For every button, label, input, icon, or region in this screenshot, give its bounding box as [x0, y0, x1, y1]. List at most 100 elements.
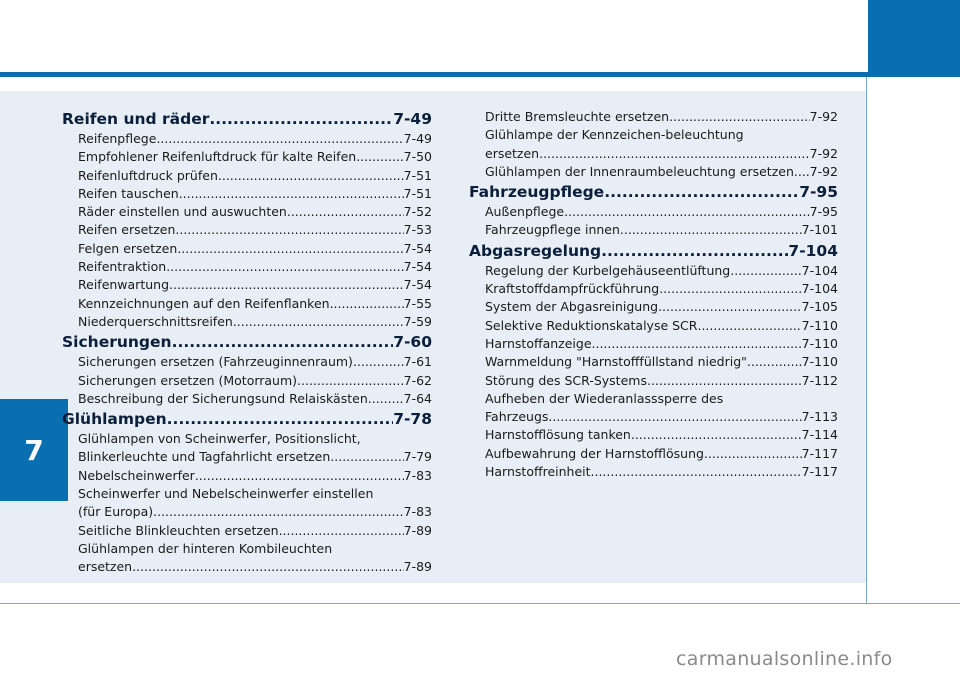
leader-dots — [172, 331, 394, 353]
leader-dots — [330, 295, 404, 313]
toc-entry[interactable]: Selektive Reduktionskatalyse SCR 7-110 — [469, 317, 838, 335]
toc-entry[interactable]: Harnstoffreinheit 7-117 — [469, 463, 838, 481]
leader-dots — [287, 203, 404, 221]
entry-title: Reifen ersetzen — [78, 222, 176, 238]
entry-title: Sicherungen ersetzen (Motorraum) — [78, 372, 298, 388]
page-number: 7-64 — [403, 390, 432, 406]
leader-dots — [794, 163, 810, 181]
toc-section[interactable]: Abgasregelung 7-104 — [469, 240, 838, 262]
page-number: 7-54 — [403, 240, 432, 256]
header-bar — [0, 72, 960, 77]
toc-entry[interactable]: Felgen ersetzen 7-54 — [62, 240, 432, 258]
toc-section[interactable]: Fahrzeugpflege 7-95 — [469, 181, 838, 203]
entry-title: Störung des SCR-Systems — [485, 372, 647, 388]
page-number: 7-104 — [788, 241, 838, 260]
page-number: 7-117 — [801, 445, 838, 461]
toc-entry[interactable]: Reifenwartung 7-54 — [62, 276, 432, 294]
entry-title: Harnstoffanzeige — [485, 335, 592, 351]
page-number: 7-89 — [403, 559, 432, 575]
leader-dots — [564, 203, 810, 221]
page-number: 7-51 — [403, 167, 432, 183]
page-number: 7-101 — [801, 222, 838, 238]
leader-dots — [297, 372, 404, 390]
page-number: 7-110 — [801, 335, 838, 351]
toc-entry[interactable]: Sicherungen ersetzen (Motorraum) 7-62 — [62, 372, 432, 390]
toc-entry[interactable]: Reifen tauschen 7-51 — [62, 185, 432, 203]
toc-entry[interactable]: Harnstofflösung tanken 7-114 — [469, 426, 838, 444]
toc-entry[interactable]: Dritte Bremsleuchte ersetzen 7-92 — [469, 108, 838, 126]
toc-entry[interactable]: System der Abgasreinigung 7-105 — [469, 298, 838, 316]
entry-title: Dritte Bremsleuchte ersetzen — [485, 109, 670, 124]
toc-entry[interactable]: Niederquerschnittsreifen 7-59 — [62, 313, 432, 331]
toc-entry[interactable]: Kennzeichnungen auf den Reifenflanken 7-5… — [62, 295, 432, 313]
page-number: 7-110 — [801, 317, 838, 333]
toc-entry[interactable]: Reifenpflege 7-49 — [62, 130, 432, 148]
page-number: 7-92 — [809, 145, 838, 161]
toc-entry[interactable]: Störung des SCR-Systems 7-112 — [469, 372, 838, 390]
toc-entry[interactable]: Außenpflege 7-95 — [469, 203, 838, 221]
entry-title: Regelung der Kurbelgehäuseentlüftung — [485, 262, 731, 278]
leader-dots — [353, 353, 404, 371]
entry-title: Empfohlener Reifenluftdruck für kalte Re… — [78, 149, 357, 165]
toc-entry[interactable]: ersetzen 7-89 — [62, 558, 432, 576]
toc-entry[interactable]: Sicherungen ersetzen (Fahrzeuginnenraum)… — [62, 353, 432, 371]
entry-title: Nebelscheinwerfer — [78, 467, 195, 483]
toc-entry[interactable]: Reifen ersetzen 7-53 — [62, 221, 432, 239]
entry-title: Harnstofflösung tanken — [485, 427, 631, 443]
entry-title: (für Europa) — [78, 504, 154, 520]
leader-dots — [195, 467, 404, 485]
toc-entry[interactable]: Harnstoffanzeige 7-110 — [469, 335, 838, 353]
toc-entry[interactable]: Regelung der Kurbelgehäuseentlüftung 7-10… — [469, 262, 838, 280]
entry-title: Beschreibung der Sicherungsund Relaiskäs… — [78, 390, 368, 406]
page-number: 7-117 — [801, 464, 838, 480]
toc-entry-line: Aufheben der Wiederanlasssperre des — [485, 390, 724, 406]
toc-entry[interactable]: Blinkerleuchte und Tagfahrlicht ersetzen… — [62, 448, 432, 466]
entry-title: Niederquerschnittsreifen — [78, 313, 233, 329]
toc-entry[interactable]: (für Europa) 7-83 — [62, 503, 432, 521]
page-number: 7-51 — [403, 185, 432, 201]
footer-line — [0, 603, 960, 604]
page-number: 7-83 — [403, 504, 432, 520]
toc-section[interactable]: Sicherungen 7-60 — [62, 331, 432, 353]
leader-dots — [591, 463, 802, 481]
section-title: Glühlampen — [62, 410, 167, 429]
toc-section[interactable]: Reifen und räder 7-49 — [62, 108, 432, 130]
entry-title: Reifenluftdruck prüfen — [78, 167, 218, 183]
leader-dots — [233, 313, 404, 331]
toc-entry[interactable]: Beschreibung der Sicherungsund Relaiskäs… — [62, 390, 432, 408]
leader-dots — [548, 408, 801, 426]
page-number: 7-52 — [403, 204, 432, 220]
toc-entry[interactable]: Nebelscheinwerfer 7-83 — [62, 467, 432, 485]
toc-entry-line: Glühlampen der hinteren Kombileuchten — [78, 540, 333, 556]
toc-entry[interactable]: Warnmeldung "Harnstofffüllstand niedrig"… — [469, 353, 838, 371]
entry-title: Reifen tauschen — [78, 185, 179, 201]
toc-entry[interactable]: Kraftstoffdampfrückführung 7-104 — [469, 280, 838, 298]
toc-entry[interactable]: Seitliche Blinkleuchten ersetzen 7-89 — [62, 522, 432, 540]
entry-title: Felgen ersetzen — [78, 240, 178, 256]
page-number: 7-104 — [801, 262, 838, 278]
toc-entry[interactable]: Fahrzeugpflege innen 7-101 — [469, 221, 838, 239]
toc-entry[interactable]: Reifenluftdruck prüfen 7-51 — [62, 167, 432, 185]
page-number: 7-89 — [403, 522, 432, 538]
page-number: 7-92 — [809, 163, 838, 179]
leader-dots — [179, 185, 404, 203]
entry-title: Räder einstellen und auswuchten — [78, 204, 287, 220]
toc-entry[interactable]: Glühlampen der Innenraumbeleuchtung erse… — [469, 163, 838, 181]
page-number: 7-49 — [403, 131, 432, 146]
toc-entry[interactable]: ersetzen 7-92 — [469, 145, 838, 163]
page-number: 7-62 — [403, 372, 432, 388]
toc-entry[interactable]: Räder einstellen und auswuchten 7-52 — [62, 203, 432, 221]
page-number: 7-55 — [403, 295, 432, 311]
leader-dots — [647, 372, 802, 390]
leader-dots — [279, 522, 404, 540]
leader-dots — [631, 426, 802, 444]
toc-section[interactable]: Glühlampen 7-78 — [62, 408, 432, 430]
page-number: 7-95 — [809, 204, 838, 220]
toc-entry[interactable]: Empfohlener Reifenluftdruck für kalte Re… — [62, 148, 432, 166]
page-number: 7-79 — [403, 449, 432, 465]
toc-entry[interactable]: Reifentraktion 7-54 — [62, 258, 432, 276]
chapter-number-tab: 7 — [0, 399, 68, 501]
toc-entry[interactable]: Aufbewahrung der Harnstofflösung 7-117 — [469, 445, 838, 463]
toc-entry[interactable]: Fahrzeugs 7-113 — [469, 408, 838, 426]
leader-dots — [330, 448, 403, 466]
